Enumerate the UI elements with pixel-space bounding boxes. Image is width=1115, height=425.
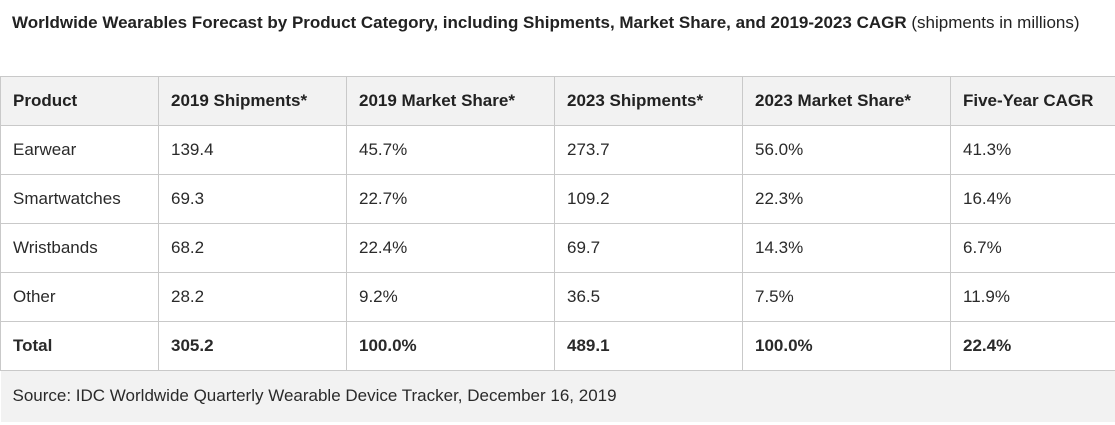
total-shipments-2019-cell: 305.2 <box>158 321 347 371</box>
shipments-2019-cell: 69.3 <box>158 174 347 224</box>
caption-title: Worldwide Wearables Forecast by Product … <box>12 13 907 32</box>
market-share-2023-cell: 22.3% <box>742 174 951 224</box>
total-shipments-2023-cell: 489.1 <box>554 321 743 371</box>
header-five-year-cagr: Five-Year CAGR <box>950 76 1115 126</box>
table-row: Other 28.2 9.2% 36.5 7.5% 11.9% <box>0 272 1115 322</box>
shipments-2023-cell: 69.7 <box>554 223 743 273</box>
table-row: Earwear 139.4 45.7% 273.7 56.0% 41.3% <box>0 125 1115 175</box>
product-cell: Smartwatches <box>0 174 159 224</box>
market-share-2023-cell: 14.3% <box>742 223 951 273</box>
market-share-2019-cell: 22.4% <box>346 223 555 273</box>
cagr-cell: 11.9% <box>950 272 1115 322</box>
product-cell: Earwear <box>0 125 159 175</box>
table-row: Wristbands 68.2 22.4% 69.7 14.3% 6.7% <box>0 223 1115 273</box>
total-market-share-2023-cell: 100.0% <box>742 321 951 371</box>
cagr-cell: 41.3% <box>950 125 1115 175</box>
market-share-2019-cell: 22.7% <box>346 174 555 224</box>
market-share-2019-cell: 9.2% <box>346 272 555 322</box>
total-label-cell: Total <box>0 321 159 371</box>
header-2019-market-share: 2019 Market Share* <box>346 76 555 126</box>
total-cagr-cell: 22.4% <box>950 321 1115 371</box>
product-cell: Wristbands <box>0 223 159 273</box>
shipments-2023-cell: 273.7 <box>554 125 743 175</box>
market-share-2023-cell: 7.5% <box>742 272 951 322</box>
shipments-2023-cell: 36.5 <box>554 272 743 322</box>
market-share-2019-cell: 45.7% <box>346 125 555 175</box>
shipments-2019-cell: 28.2 <box>158 272 347 322</box>
market-share-2023-cell: 56.0% <box>742 125 951 175</box>
shipments-2019-cell: 139.4 <box>158 125 347 175</box>
shipments-2023-cell: 109.2 <box>554 174 743 224</box>
total-market-share-2019-cell: 100.0% <box>346 321 555 371</box>
source-note: Source: IDC Worldwide Quarterly Wearable… <box>0 370 1115 422</box>
table-row: Smartwatches 69.3 22.7% 109.2 22.3% 16.4… <box>0 174 1115 224</box>
table-caption: Worldwide Wearables Forecast by Product … <box>0 0 1115 76</box>
cagr-cell: 6.7% <box>950 223 1115 273</box>
wearables-forecast-table: Product 2019 Shipments* 2019 Market Shar… <box>0 76 1115 422</box>
header-2019-shipments: 2019 Shipments* <box>158 76 347 126</box>
source-row: Source: IDC Worldwide Quarterly Wearable… <box>0 370 1115 422</box>
caption-units: (shipments in millions) <box>906 13 1080 32</box>
header-product: Product <box>0 76 159 126</box>
shipments-2019-cell: 68.2 <box>158 223 347 273</box>
total-row: Total 305.2 100.0% 489.1 100.0% 22.4% <box>0 321 1115 371</box>
product-cell: Other <box>0 272 159 322</box>
header-2023-shipments: 2023 Shipments* <box>554 76 743 126</box>
cagr-cell: 16.4% <box>950 174 1115 224</box>
header-2023-market-share: 2023 Market Share* <box>742 76 951 126</box>
header-row: Product 2019 Shipments* 2019 Market Shar… <box>0 76 1115 126</box>
